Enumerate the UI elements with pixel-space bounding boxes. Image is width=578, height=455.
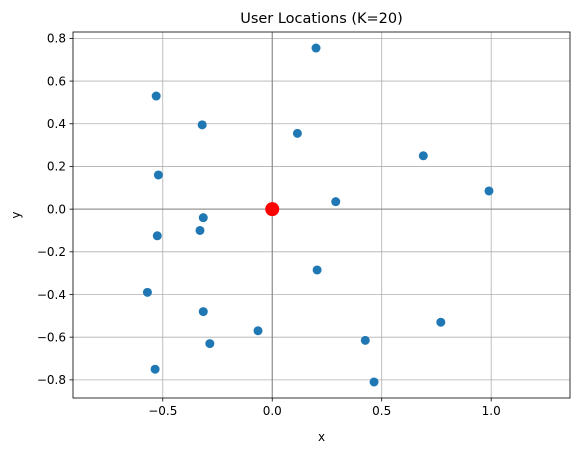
x-tick-label: 1.0 — [482, 404, 501, 418]
user-point — [369, 377, 379, 387]
x-axis-ticks: −0.5 0.0 0.5 1.0 — [148, 398, 501, 418]
zero-lines — [73, 32, 570, 398]
y-axis-title: y — [9, 211, 23, 218]
user-point — [253, 326, 263, 336]
plot-area-frame — [72, 31, 571, 399]
user-point — [311, 43, 321, 53]
y-tick-label: −0.8 — [37, 373, 66, 387]
y-tick-label: −0.2 — [37, 245, 66, 259]
user-point — [360, 335, 370, 345]
user-point — [292, 128, 302, 138]
x-tick-label: −0.5 — [148, 404, 177, 418]
x-tick-label: 0.5 — [372, 404, 391, 418]
user-point — [418, 151, 428, 161]
user-point — [152, 231, 162, 241]
user-point — [198, 307, 208, 317]
data-points — [142, 43, 494, 387]
y-tick-label: 0.4 — [47, 117, 66, 131]
x-tick-label: 0.0 — [263, 404, 282, 418]
user-point — [195, 225, 205, 235]
user-point — [142, 287, 152, 297]
user-point — [205, 339, 215, 349]
user-point — [436, 317, 446, 327]
user-point — [198, 213, 208, 223]
y-axis-ticks: −0.8 −0.6 −0.4 −0.2 0.0 0.2 0.4 0.6 0.8 — [37, 32, 73, 387]
y-tick-label: −0.4 — [37, 288, 66, 302]
y-tick-label: 0.6 — [47, 74, 66, 88]
user-point — [153, 170, 163, 180]
x-axis-title: x — [318, 430, 325, 444]
grid-lines — [73, 32, 570, 398]
y-tick-label: 0.2 — [47, 160, 66, 174]
y-tick-label: 0.0 — [47, 202, 66, 216]
user-point — [151, 91, 161, 101]
y-tick-label: −0.6 — [37, 330, 66, 344]
center-point — [265, 202, 280, 217]
user-point — [484, 186, 494, 196]
user-point — [197, 120, 207, 130]
user-point — [150, 364, 160, 374]
user-point — [331, 197, 341, 207]
user-point — [312, 265, 322, 275]
chart-title: User Locations (K=20) — [240, 11, 403, 27]
y-tick-label: 0.8 — [47, 32, 66, 46]
